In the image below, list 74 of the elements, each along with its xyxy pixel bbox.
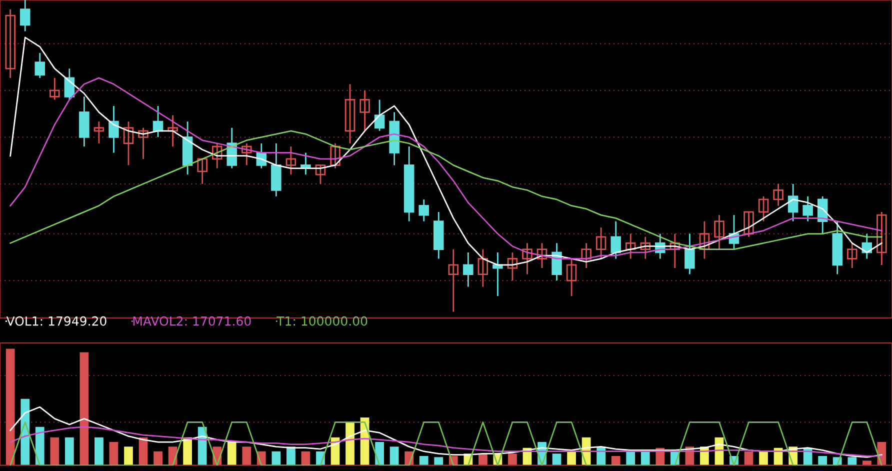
bar	[50, 437, 60, 466]
bar	[862, 460, 872, 466]
candlestick	[315, 164, 326, 185]
candlestick	[50, 77, 60, 100]
candlestick	[566, 258, 577, 297]
candlestick	[197, 158, 208, 185]
candlestick	[522, 242, 532, 275]
candlestick	[684, 233, 695, 275]
legend-label: T1: 100000.00	[276, 316, 368, 326]
candlestick	[5, 8, 16, 79]
bar	[80, 352, 89, 466]
bar	[154, 451, 162, 466]
bar	[375, 442, 384, 466]
bar	[434, 457, 444, 466]
bar	[183, 437, 192, 466]
candlestick	[242, 142, 252, 166]
bar	[759, 451, 768, 466]
bar	[390, 446, 399, 466]
bar	[94, 437, 104, 466]
candlestick	[168, 114, 178, 148]
bar	[109, 442, 118, 466]
candlestick	[536, 242, 548, 269]
candlestick	[123, 120, 134, 166]
bar	[227, 442, 236, 466]
candlestick	[344, 83, 356, 144]
candlestick	[478, 248, 488, 288]
candlestick	[20, 0, 30, 32]
candlestick	[463, 252, 474, 288]
candlestick	[744, 211, 754, 238]
candlestick	[876, 211, 887, 266]
candlestick	[596, 226, 606, 260]
bar	[567, 451, 576, 466]
bar	[346, 422, 354, 466]
candlestick	[625, 233, 636, 260]
legend-label: MAVOL2: 17071.60	[133, 316, 251, 326]
candlestick	[610, 220, 621, 260]
candlestick	[788, 183, 798, 222]
candlestick	[773, 183, 784, 206]
bar	[242, 446, 252, 466]
candlestick	[847, 242, 858, 269]
bar	[552, 454, 562, 466]
bar	[64, 437, 74, 466]
bar	[626, 451, 636, 466]
candlestick	[758, 196, 769, 222]
bar	[611, 456, 620, 466]
candlestick	[507, 252, 518, 282]
bar	[419, 456, 428, 466]
candlestick	[108, 105, 119, 154]
candlestick	[138, 127, 148, 160]
bar	[6, 348, 15, 466]
candlestick	[34, 52, 45, 79]
candlestick	[286, 146, 296, 176]
bar	[848, 457, 857, 466]
bar	[272, 451, 281, 466]
candlestick	[581, 242, 592, 269]
bar	[124, 446, 133, 466]
candlestick	[94, 120, 104, 144]
candlestick	[330, 142, 340, 170]
candlestick	[670, 233, 680, 269]
bar	[744, 451, 754, 466]
candlestick	[374, 99, 385, 132]
candlestick	[212, 142, 222, 170]
legend-label: VOL1: 17949.20	[6, 316, 106, 326]
bar	[818, 456, 828, 466]
bar	[478, 454, 488, 466]
candlestick	[448, 248, 459, 312]
bar	[640, 451, 650, 466]
candlestick	[360, 90, 370, 132]
candlestick	[714, 214, 724, 250]
candlestick	[699, 220, 710, 260]
bar	[508, 454, 517, 466]
candlestick	[640, 236, 650, 260]
candlestick	[802, 196, 813, 222]
candlestick	[418, 198, 429, 222]
